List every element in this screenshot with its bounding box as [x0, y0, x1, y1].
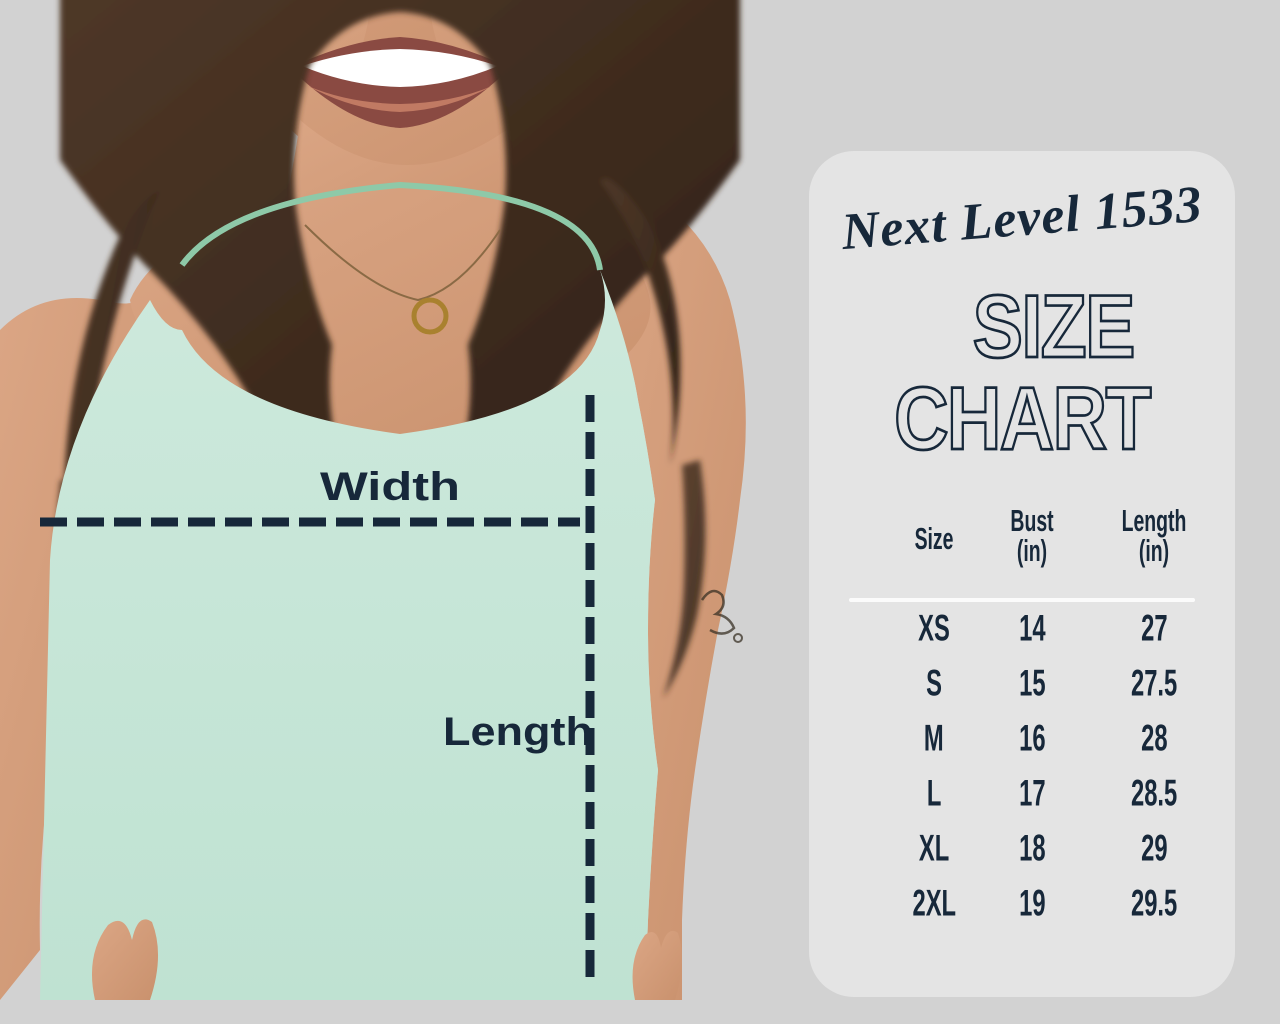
- svg-text:Length: Length: [443, 710, 593, 754]
- svg-text:Width: Width: [320, 465, 460, 509]
